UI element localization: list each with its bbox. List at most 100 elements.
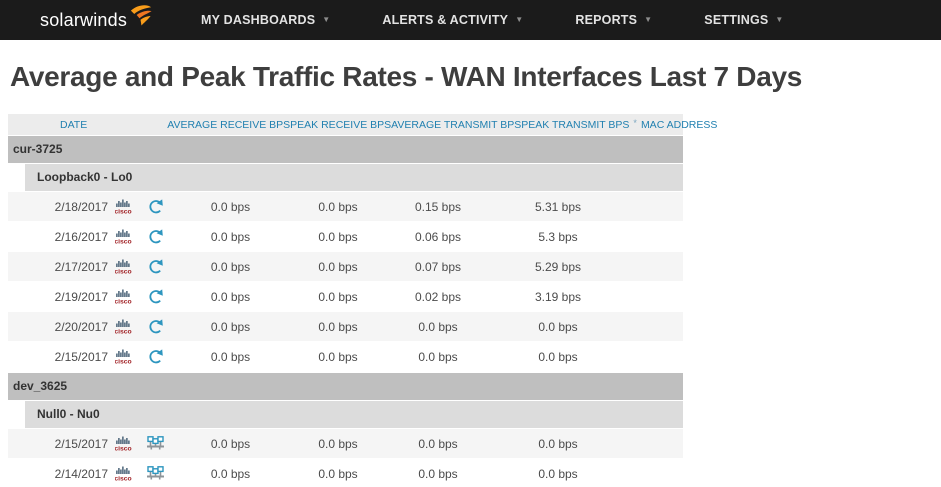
row-avg-receive-bps: 0.0 bps [210,289,251,304]
row-avg-transmit-bps: 0.15 bps [414,199,462,214]
row-peak-receive-bps: 0.0 bps [318,466,358,481]
row-date: 2/14/2017 [54,466,108,481]
interface-group-label: Loopback0 - Lo0 [37,170,133,184]
cisco-device-icon[interactable]: cisco [108,349,138,364]
cisco-device-icon[interactable]: cisco [108,436,138,451]
cisco-device-icon[interactable]: cisco [108,259,138,274]
svg-text:cisco: cisco [115,209,132,214]
null-interface-icon[interactable] [146,466,165,481]
row-avg-transmit-bps: 0.06 bps [414,229,462,244]
row-avg-transmit-bps: 0.0 bps [418,466,458,481]
chevron-down-icon: ▼ [644,15,653,24]
interface-icon-cell [138,436,173,451]
row-peak-transmit-bps: 0.0 bps [538,319,578,334]
row-peak-receive-bps: 0.0 bps [318,319,358,334]
top-nav: solarwinds MY DASHBOARDS ▼ ALERTS & ACTI… [0,0,941,40]
row-date: 2/20/2017 [54,319,108,334]
row-peak-receive-bps: 0.0 bps [318,229,358,244]
nav-item-label: REPORTS [575,13,638,27]
column-header-peak-receive[interactable]: PEAK RECEIVE BPS [290,118,392,131]
row-date: 2/17/2017 [54,259,108,274]
row-avg-receive-bps: 0.0 bps [210,466,251,481]
row-peak-transmit-bps: 5.31 bps [534,199,582,214]
table-row: 2/17/2017 cisco [8,252,683,282]
table-row: 2/16/2017 cisco [8,222,683,252]
row-peak-transmit-bps: 5.29 bps [534,259,582,274]
svg-text:cisco: cisco [115,269,132,274]
device-group-row: dev_3625 [8,373,683,400]
column-header-avg-receive[interactable]: AVERAGE RECEIVE BPS [167,118,291,131]
device-group-row: cur-3725 [8,136,683,163]
row-avg-transmit-bps: 0.0 bps [418,349,458,364]
row-date: 2/15/2017 [54,436,108,451]
table-header-row: DATE AVERAGE RECEIVE BPS PEAK RECEIVE BP… [8,114,717,135]
loopback-icon[interactable] [147,258,164,275]
row-date: 2/18/2017 [54,199,108,214]
row-date: 2/16/2017 [54,229,108,244]
svg-text:cisco: cisco [115,329,132,334]
row-avg-transmit-bps: 0.0 bps [418,319,458,334]
interface-group-row: Null0 - Nu0 [25,401,683,428]
solarwinds-logo-text: solarwinds [40,9,128,30]
row-peak-transmit-bps: 0.0 bps [538,436,578,451]
column-header-avg-transmit[interactable]: AVERAGE TRANSMIT BPS [391,118,522,131]
table-header-columns: AVERAGE RECEIVE BPS PEAK RECEIVE BPS AVE… [167,118,717,132]
row-avg-receive-bps: 0.0 bps [210,319,251,334]
null-interface-icon[interactable] [146,436,165,451]
row-peak-transmit-bps: 0.0 bps [538,349,578,364]
svg-text:cisco: cisco [115,446,132,451]
loopback-icon[interactable] [147,348,164,365]
row-avg-transmit-bps: 0.02 bps [414,289,462,304]
cisco-device-icon[interactable]: cisco [108,289,138,304]
row-date: 2/19/2017 [54,289,108,304]
interface-icon-cell [138,198,173,215]
device-group-label: cur-3725 [13,142,63,156]
row-avg-receive-bps: 0.0 bps [210,199,251,214]
row-avg-receive-bps: 0.0 bps [210,229,251,244]
nav-item-settings[interactable]: SETTINGS ▼ [704,13,783,27]
chevron-down-icon: ▼ [515,15,524,24]
row-date: 2/15/2017 [54,349,108,364]
row-peak-receive-bps: 0.0 bps [318,289,358,304]
loopback-icon[interactable] [147,288,164,305]
interface-icon-cell [138,228,173,245]
nav-menu: MY DASHBOARDS ▼ ALERTS & ACTIVITY ▼ REPO… [201,13,835,27]
loopback-icon[interactable] [147,318,164,335]
row-peak-transmit-bps: 5.3 bps [538,229,578,244]
nav-item-reports[interactable]: REPORTS ▼ [575,13,652,27]
svg-text:cisco: cisco [115,359,132,364]
nav-item-my-dashboards[interactable]: MY DASHBOARDS ▼ [201,13,330,27]
nav-item-label: ALERTS & ACTIVITY [382,13,509,27]
table-row: 2/19/2017 cisco [8,282,683,312]
row-peak-receive-bps: 0.0 bps [318,199,358,214]
table-row: 2/18/2017 cisco [8,192,683,222]
row-avg-transmit-bps: 0.0 bps [418,436,458,451]
interface-icon-cell [138,318,173,335]
nav-item-label: MY DASHBOARDS [201,13,316,27]
row-avg-receive-bps: 0.0 bps [210,259,251,274]
interface-group-label: Null0 - Nu0 [37,407,100,421]
cisco-device-icon[interactable]: cisco [108,229,138,244]
interface-icon-cell [138,466,173,481]
column-header-mac-address[interactable]: MAC ADDRESS [640,118,718,131]
solarwinds-logo[interactable]: solarwinds [40,5,153,32]
cisco-device-icon[interactable]: cisco [108,199,138,214]
cisco-device-icon[interactable]: cisco [108,319,138,334]
column-header-date[interactable]: DATE [60,118,88,131]
column-header-peak-transmit[interactable]: PEAK TRANSMIT BPS [521,118,630,131]
row-peak-receive-bps: 0.0 bps [318,349,358,364]
nav-item-alerts-activity[interactable]: ALERTS & ACTIVITY ▼ [382,13,523,27]
page-title: Average and Peak Traffic Rates - WAN Int… [10,61,803,92]
loopback-icon[interactable] [147,228,164,245]
row-peak-receive-bps: 0.0 bps [318,259,358,274]
solarwinds-flame-icon [128,2,153,32]
cisco-device-icon[interactable]: cisco [108,466,138,481]
row-avg-receive-bps: 0.0 bps [210,436,251,451]
interface-icon-cell [138,288,173,305]
chevron-down-icon: ▼ [322,15,331,24]
chevron-down-icon: ▼ [775,15,784,24]
svg-text:cisco: cisco [115,239,132,244]
table-row: 2/20/2017 cisco [8,312,683,342]
svg-text:cisco: cisco [115,299,132,304]
loopback-icon[interactable] [147,198,164,215]
